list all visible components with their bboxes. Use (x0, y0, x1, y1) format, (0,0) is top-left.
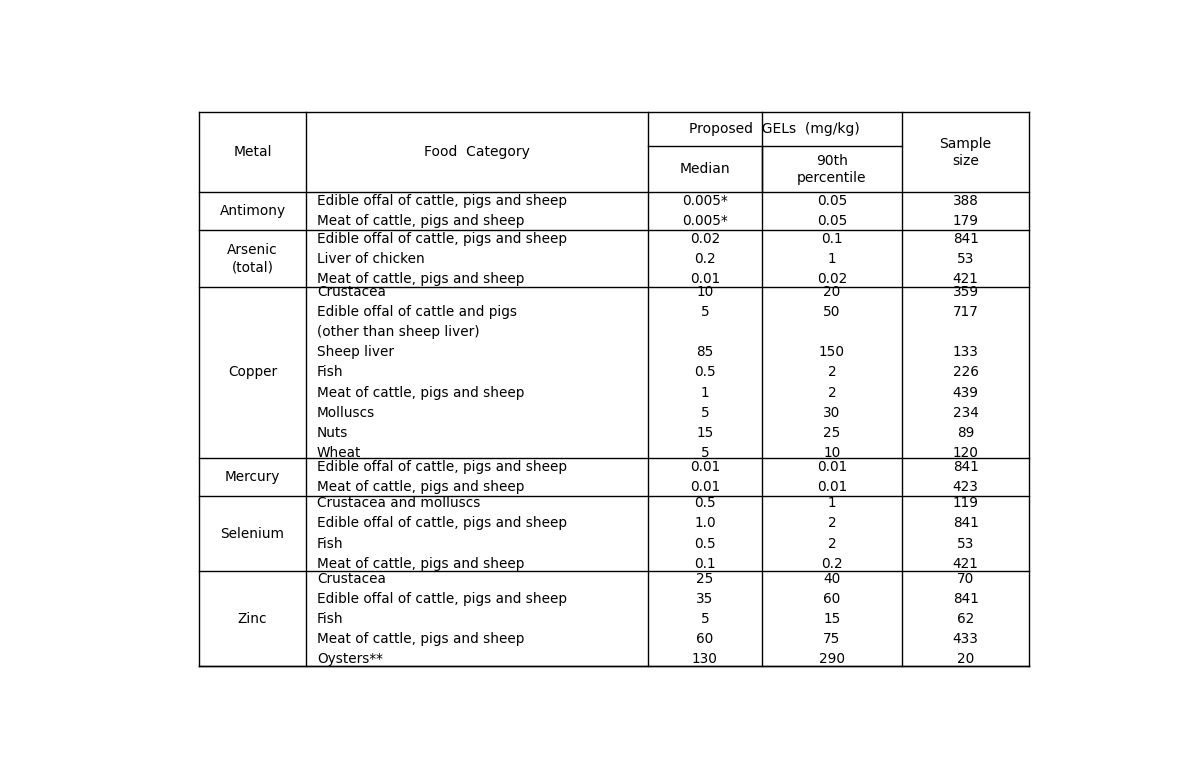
Text: Food  Category: Food Category (424, 145, 530, 159)
Text: 0.01
0.01: 0.01 0.01 (690, 459, 720, 494)
Text: 388
179: 388 179 (952, 195, 978, 228)
Text: 0.01
0.01: 0.01 0.01 (816, 459, 847, 494)
Text: Median: Median (679, 163, 731, 176)
Text: 841
53
421: 841 53 421 (953, 232, 978, 286)
Text: 0.005*
0.005*: 0.005* 0.005* (682, 195, 728, 228)
Text: Proposed  GELs  (mg/kg): Proposed GELs (mg/kg) (689, 122, 860, 136)
Text: 0.1
1
0.02: 0.1 1 0.02 (816, 232, 847, 286)
Text: 40
60
15
75
290: 40 60 15 75 290 (819, 571, 845, 666)
Text: 10
5

85
0.5
1
5
15
5: 10 5 85 0.5 1 5 15 5 (694, 285, 716, 459)
Text: 25
35
5
60
130: 25 35 5 60 130 (693, 571, 718, 666)
Text: Mercury: Mercury (225, 470, 281, 484)
Text: 119
841
53
421: 119 841 53 421 (952, 497, 978, 571)
Text: 0.05
0.05: 0.05 0.05 (816, 195, 847, 228)
Text: 70
841
62
433
20: 70 841 62 433 20 (953, 571, 978, 666)
Text: 359
717

133
226
439
234
89
120: 359 717 133 226 439 234 89 120 (952, 285, 978, 459)
Text: Selenium: Selenium (220, 526, 284, 540)
Text: Antimony: Antimony (219, 204, 286, 218)
Text: 90th
percentile: 90th percentile (797, 153, 866, 185)
Text: Crustacea and molluscs
Edible offal of cattle, pigs and sheep
Fish
Meat of cattl: Crustacea and molluscs Edible offal of c… (317, 497, 566, 571)
Text: Sample
size: Sample size (940, 137, 991, 168)
Text: Metal: Metal (233, 145, 271, 159)
Text: 0.02
0.2
0.01: 0.02 0.2 0.01 (690, 232, 720, 286)
Text: 0.5
1.0
0.5
0.1: 0.5 1.0 0.5 0.1 (694, 497, 716, 571)
Text: 841
423: 841 423 (953, 459, 978, 494)
Text: Edible offal of cattle, pigs and sheep
Liver of chicken
Meat of cattle, pigs and: Edible offal of cattle, pigs and sheep L… (317, 232, 566, 286)
Text: Edible offal of cattle, pigs and sheep
Meat of cattle, pigs and sheep: Edible offal of cattle, pigs and sheep M… (317, 195, 566, 228)
Text: Crustacea
Edible offal of cattle, pigs and sheep
Fish
Meat of cattle, pigs and s: Crustacea Edible offal of cattle, pigs a… (317, 571, 566, 666)
Text: Zinc: Zinc (238, 612, 268, 626)
Text: 20
50

150
2
2
30
25
10: 20 50 150 2 2 30 25 10 (819, 285, 845, 459)
Text: Arsenic
(total): Arsenic (total) (227, 243, 278, 275)
Text: Edible offal of cattle, pigs and sheep
Meat of cattle, pigs and sheep: Edible offal of cattle, pigs and sheep M… (317, 459, 566, 494)
Text: 1
2
2
0.2: 1 2 2 0.2 (821, 497, 843, 571)
Text: Copper: Copper (228, 365, 277, 379)
Text: Crustacea
Edible offal of cattle and pigs
(other than sheep liver)
Sheep liver
F: Crustacea Edible offal of cattle and pig… (317, 285, 524, 459)
